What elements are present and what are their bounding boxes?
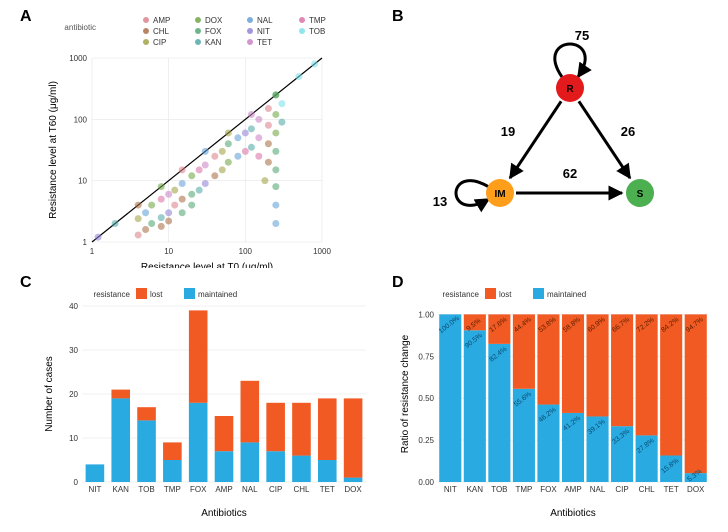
svg-text:DOX: DOX bbox=[687, 485, 705, 494]
svg-text:FOX: FOX bbox=[205, 27, 222, 36]
svg-text:antibiotic: antibiotic bbox=[64, 23, 96, 32]
svg-text:TMP: TMP bbox=[164, 485, 181, 494]
svg-text:lost: lost bbox=[499, 290, 512, 299]
svg-text:DOX: DOX bbox=[205, 16, 223, 25]
svg-text:IM: IM bbox=[494, 189, 505, 200]
svg-text:NAL: NAL bbox=[590, 485, 606, 494]
svg-text:maintained: maintained bbox=[547, 290, 586, 299]
svg-text:0.00: 0.00 bbox=[418, 478, 434, 487]
svg-text:TMP: TMP bbox=[309, 16, 326, 25]
svg-text:30: 30 bbox=[69, 346, 78, 355]
svg-text:CIP: CIP bbox=[269, 485, 282, 494]
svg-text:R: R bbox=[566, 84, 574, 95]
svg-text:100: 100 bbox=[74, 115, 88, 124]
svg-text:19: 19 bbox=[501, 124, 515, 139]
svg-text:1: 1 bbox=[83, 238, 88, 247]
panel-label-c: C bbox=[20, 274, 32, 292]
svg-text:10: 10 bbox=[78, 177, 87, 186]
svg-text:CHL: CHL bbox=[293, 485, 310, 494]
svg-text:FOX: FOX bbox=[190, 485, 207, 494]
svg-text:AMP: AMP bbox=[215, 485, 232, 494]
svg-text:AMP: AMP bbox=[564, 485, 581, 494]
svg-text:0.25: 0.25 bbox=[418, 436, 434, 445]
svg-text:Resistance level at T60 (μg/m: Resistance level at T60 (μg/ml) bbox=[48, 81, 59, 219]
panel-c-bar: resistance lost maintained 0 10 20 30 40 NIT KAN T… bbox=[36, 280, 376, 524]
svg-text:Antibiotics: Antibiotics bbox=[550, 508, 596, 519]
svg-text:1000: 1000 bbox=[313, 247, 331, 256]
svg-text:0.75: 0.75 bbox=[418, 352, 434, 361]
svg-text:NAL: NAL bbox=[242, 485, 258, 494]
svg-text:26: 26 bbox=[621, 124, 635, 139]
svg-text:DOX: DOX bbox=[344, 485, 362, 494]
svg-text:TET: TET bbox=[257, 38, 272, 47]
svg-text:resistance: resistance bbox=[94, 290, 131, 299]
svg-text:CHL: CHL bbox=[639, 485, 656, 494]
svg-text:CHL: CHL bbox=[153, 27, 170, 36]
svg-text:TET: TET bbox=[320, 485, 335, 494]
svg-text:KAN: KAN bbox=[113, 485, 130, 494]
svg-text:13: 13 bbox=[433, 194, 447, 209]
panel-label-a: A bbox=[20, 8, 32, 26]
svg-text:NIT: NIT bbox=[257, 27, 270, 36]
svg-text:1: 1 bbox=[90, 247, 95, 256]
svg-text:0: 0 bbox=[74, 478, 79, 487]
svg-text:TOB: TOB bbox=[309, 27, 325, 36]
svg-text:1.00: 1.00 bbox=[418, 310, 434, 319]
svg-text:Number of cases: Number of cases bbox=[44, 356, 55, 432]
svg-text:Resistance level at T0 (μg/ml: Resistance level at T0 (μg/ml) bbox=[141, 262, 273, 268]
svg-text:NIT: NIT bbox=[88, 485, 101, 494]
svg-text:Antibiotics: Antibiotics bbox=[201, 508, 247, 519]
svg-text:0.50: 0.50 bbox=[418, 394, 434, 403]
svg-text:lost: lost bbox=[150, 290, 163, 299]
svg-text:TOB: TOB bbox=[491, 485, 507, 494]
svg-text:resistance: resistance bbox=[443, 290, 480, 299]
svg-text:maintained: maintained bbox=[198, 290, 237, 299]
svg-text:CIP: CIP bbox=[153, 38, 166, 47]
svg-text:S: S bbox=[637, 189, 644, 200]
svg-text:NIT: NIT bbox=[444, 485, 457, 494]
svg-text:20: 20 bbox=[69, 390, 78, 399]
svg-text:CIP: CIP bbox=[615, 485, 628, 494]
svg-text:62: 62 bbox=[563, 166, 577, 181]
svg-text:1000: 1000 bbox=[69, 54, 87, 63]
svg-text:40: 40 bbox=[69, 302, 78, 311]
svg-text:TMP: TMP bbox=[515, 485, 532, 494]
panel-b-network: 19 26 62 75 13 R IM S bbox=[370, 18, 720, 258]
panel-d-bar: resistance lost maintained 0.00 0.25 0.50 0.75… bbox=[392, 280, 718, 524]
svg-text:Ratio of resistance change: Ratio of resistance change bbox=[400, 334, 411, 453]
svg-text:100: 100 bbox=[239, 247, 253, 256]
svg-text:KAN: KAN bbox=[205, 38, 222, 47]
svg-text:TET: TET bbox=[664, 485, 679, 494]
svg-text:FOX: FOX bbox=[540, 485, 557, 494]
svg-text:KAN: KAN bbox=[467, 485, 484, 494]
svg-text:10: 10 bbox=[164, 247, 173, 256]
svg-text:TOB: TOB bbox=[138, 485, 154, 494]
svg-text:10: 10 bbox=[69, 434, 78, 443]
svg-text:75: 75 bbox=[575, 28, 589, 43]
svg-text:NAL: NAL bbox=[257, 16, 273, 25]
svg-text:AMP: AMP bbox=[153, 16, 170, 25]
panel-a-scatter: antibiotic AMP CHL CIP DOX FOX KAN NAL NIT TET TMP… bbox=[36, 8, 376, 268]
